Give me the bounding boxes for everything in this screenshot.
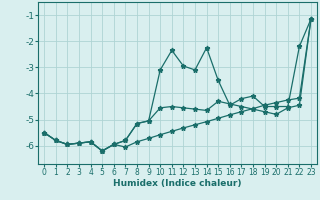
X-axis label: Humidex (Indice chaleur): Humidex (Indice chaleur) [113,179,242,188]
